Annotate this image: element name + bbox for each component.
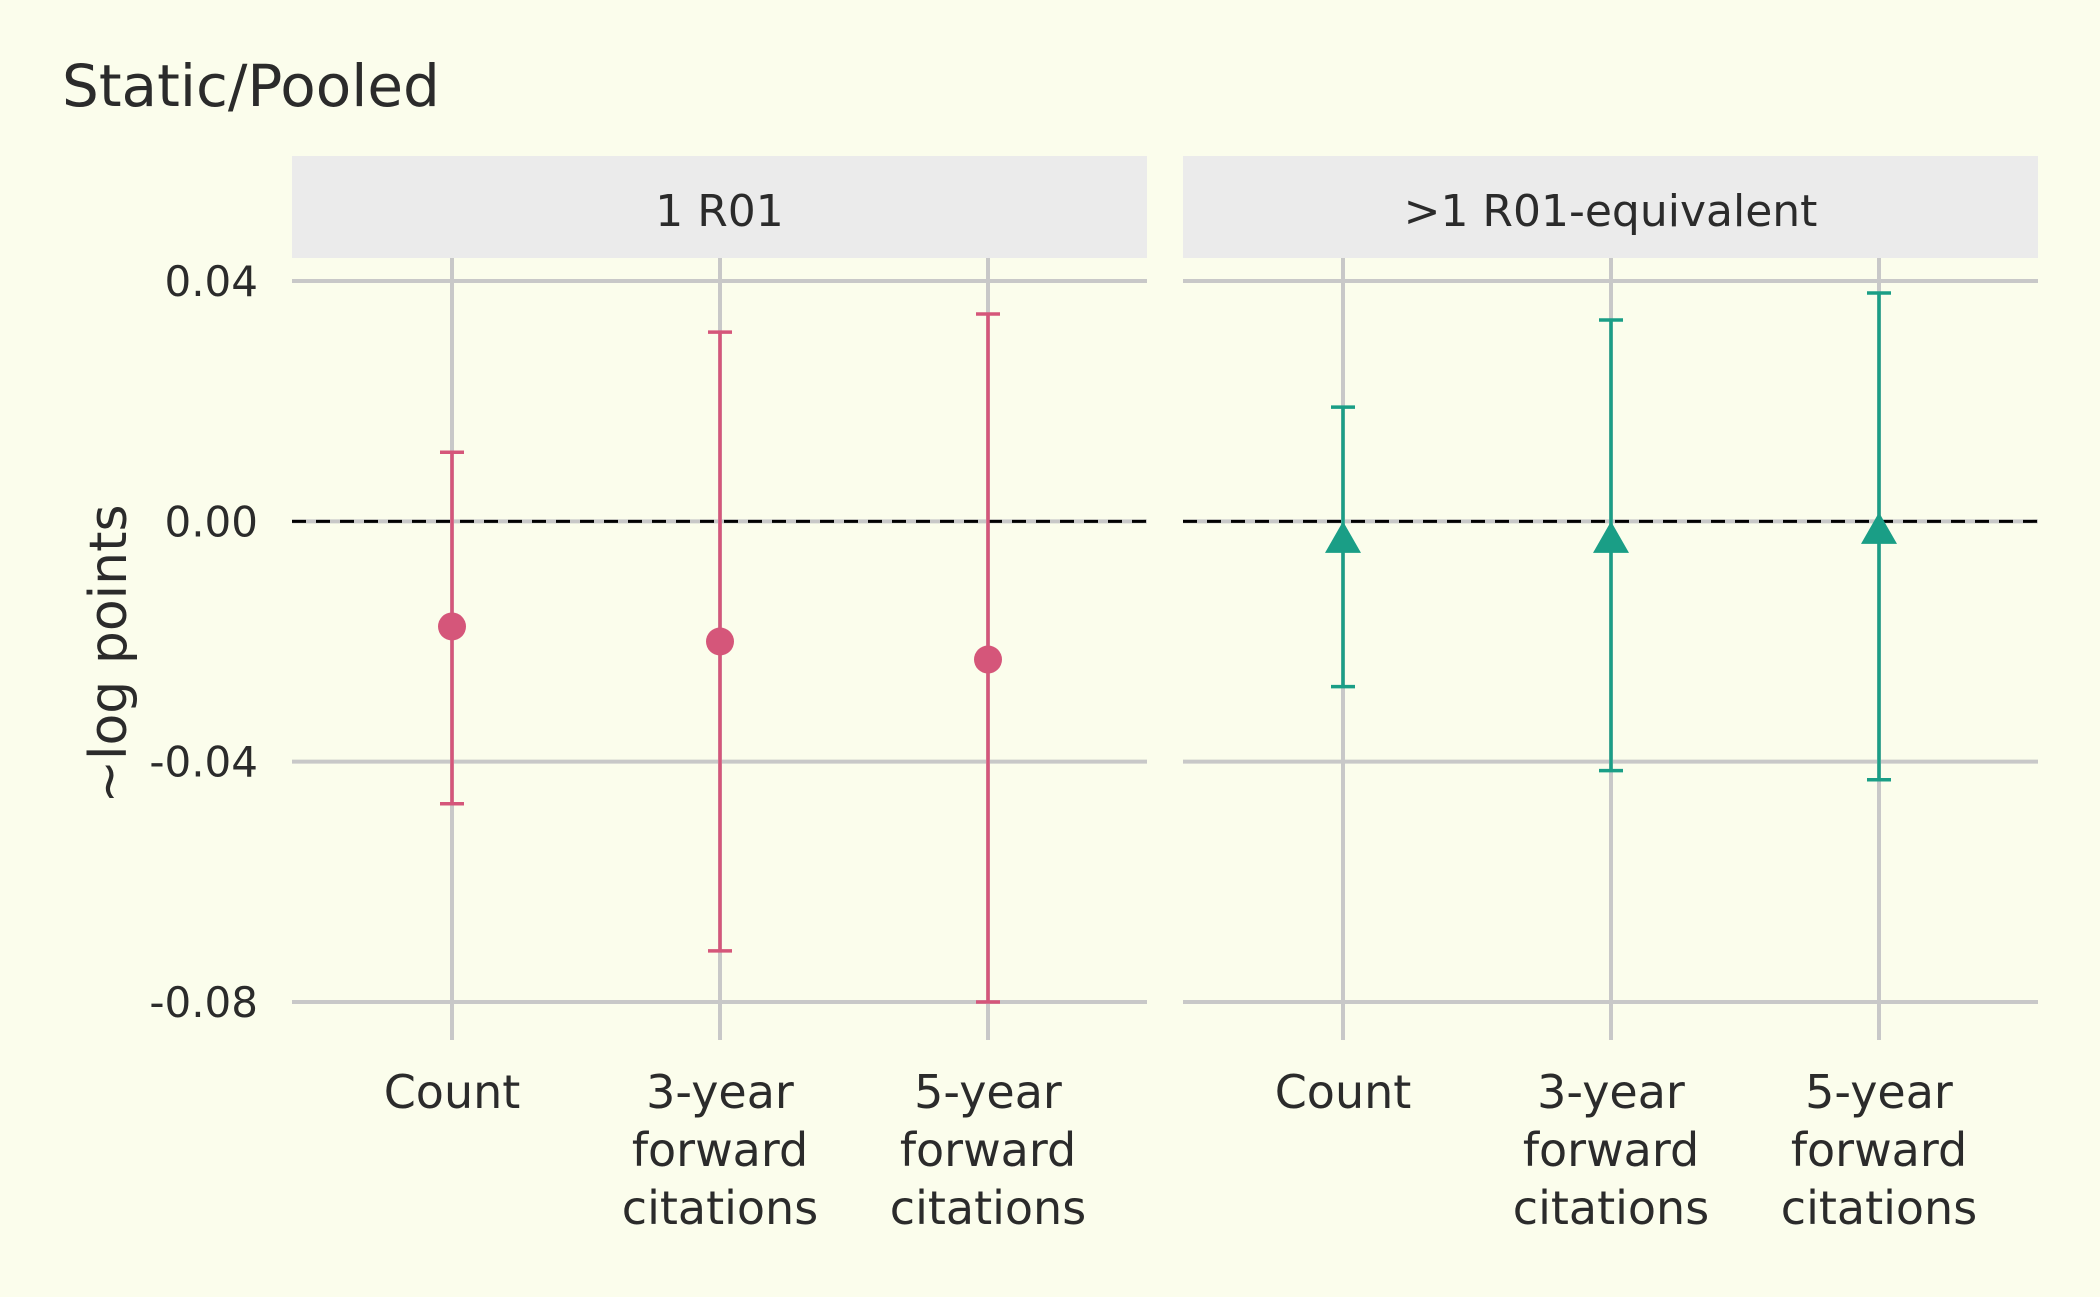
point-estimate bbox=[1861, 512, 1897, 544]
x-tick-label: Count bbox=[1275, 1065, 1412, 1119]
x-tick-label: 3-year bbox=[1537, 1065, 1685, 1119]
x-tick-label: forward bbox=[900, 1123, 1076, 1177]
point-estimate bbox=[1593, 521, 1629, 553]
x-tick-label: citations bbox=[1513, 1181, 1709, 1235]
error-bar-group bbox=[1593, 318, 1629, 773]
x-tick-label: Count bbox=[384, 1065, 521, 1119]
x-tick-label: citations bbox=[1781, 1181, 1977, 1235]
error-bar-group bbox=[706, 330, 734, 953]
chart-title: Static/Pooled bbox=[62, 52, 440, 120]
point-estimate bbox=[706, 627, 734, 656]
point-estimate bbox=[438, 612, 466, 641]
error-bar-group bbox=[1861, 291, 1897, 782]
x-tick-label: citations bbox=[890, 1181, 1086, 1235]
x-tick-label: 5-year bbox=[914, 1065, 1062, 1119]
x-tick-label: 3-year bbox=[646, 1065, 794, 1119]
y-tick-label: -0.08 bbox=[149, 978, 258, 1027]
facet-strip bbox=[1183, 156, 2038, 258]
y-tick-label: 0.04 bbox=[164, 257, 258, 306]
x-tick-label: forward bbox=[1523, 1123, 1699, 1177]
facet-title: >1 R01-equivalent bbox=[1404, 186, 1818, 237]
y-axis-label: ~log points bbox=[79, 504, 139, 803]
error-bar-group bbox=[438, 450, 466, 806]
point-estimate bbox=[1325, 521, 1361, 553]
x-tick-label: forward bbox=[632, 1123, 808, 1177]
x-tick-label: 5-year bbox=[1805, 1065, 1953, 1119]
facet-strip bbox=[292, 156, 1147, 258]
facet-title: 1 R01 bbox=[655, 186, 784, 237]
error-bar-group bbox=[1325, 405, 1361, 689]
x-tick-label: forward bbox=[1791, 1123, 1967, 1177]
point-estimate bbox=[974, 645, 1002, 674]
error-bar-group bbox=[974, 312, 1002, 1004]
y-tick-label: 0.00 bbox=[164, 497, 258, 546]
x-tick-label: citations bbox=[622, 1181, 818, 1235]
y-tick-label: -0.04 bbox=[149, 738, 258, 787]
